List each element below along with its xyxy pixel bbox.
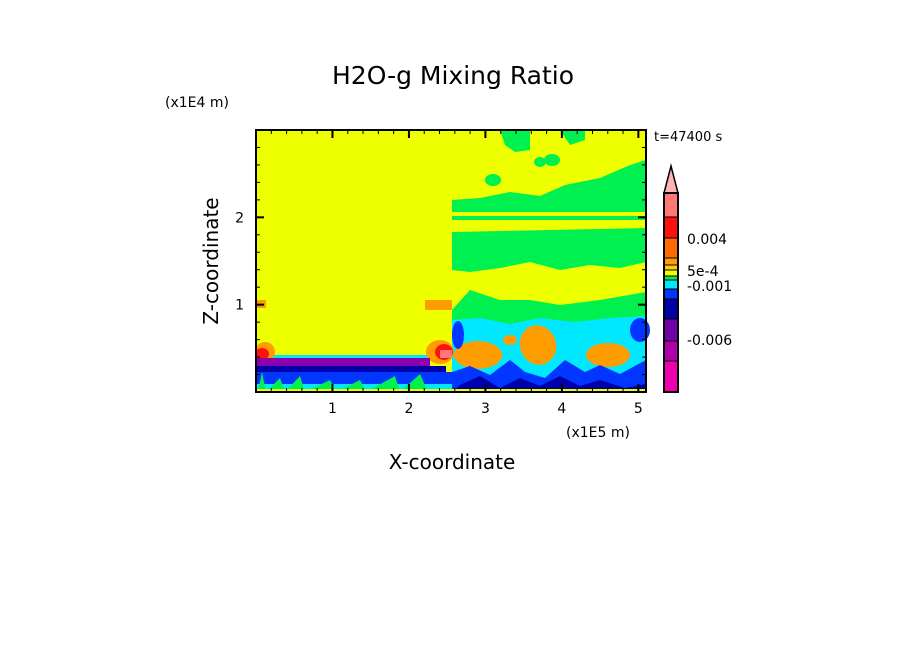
- colorbar-label-0: 0.004: [687, 232, 727, 248]
- colorbar-segment: [663, 257, 679, 266]
- plot-frame: [255, 129, 647, 393]
- contour-field: [255, 130, 650, 392]
- y-tick-label: 2: [235, 210, 244, 226]
- y-tick-label: 1: [235, 298, 244, 314]
- colorbar-segment: [663, 264, 679, 271]
- colorbar-segment: [663, 192, 679, 218]
- colorbar-label-3: -0.006: [687, 333, 732, 349]
- colorbar-frame: [663, 192, 679, 393]
- colorbar-label-2: -0.001: [687, 279, 732, 295]
- colorbar-segment: [663, 279, 679, 290]
- colorbar-segment: [663, 298, 679, 320]
- x-unit-label: (x1E5 m): [566, 425, 630, 441]
- y-unit-label: (x1E4 m): [165, 95, 229, 111]
- chart-title: H2O-g Mixing Ratio: [332, 61, 574, 90]
- colorbar-label-1: 5e-4: [687, 264, 719, 280]
- colorbar-segment: [663, 216, 679, 239]
- x-tick-label: 4: [557, 401, 566, 417]
- colorbar-segment: [663, 340, 679, 362]
- blue-band: [256, 372, 452, 384]
- colorbar-segment: [663, 360, 679, 393]
- purple-band: [256, 358, 430, 366]
- colorbar-segment: [663, 288, 679, 300]
- x-tick-label: 3: [481, 401, 490, 417]
- y-axis: 12: [235, 146, 646, 376]
- colorbar-segment: [663, 237, 679, 259]
- x-tick-label: 5: [634, 401, 643, 417]
- y-axis-label: Z-coordinate: [199, 197, 223, 324]
- colorbar-segment: [663, 269, 679, 277]
- dark-blue-band: [256, 366, 446, 372]
- colorbar: [663, 163, 679, 393]
- x-axis: 1 2 3 4 5: [270, 130, 643, 417]
- x-tick-label: 1: [328, 401, 337, 417]
- x-tick-label: 2: [404, 401, 413, 417]
- colorbar-extend-arrow: [663, 163, 679, 194]
- colorbar-segment: [663, 318, 679, 342]
- time-label: t=47400 s: [654, 130, 722, 145]
- x-axis-label: X-coordinate: [389, 450, 516, 474]
- colorbar-segment: [663, 275, 679, 281]
